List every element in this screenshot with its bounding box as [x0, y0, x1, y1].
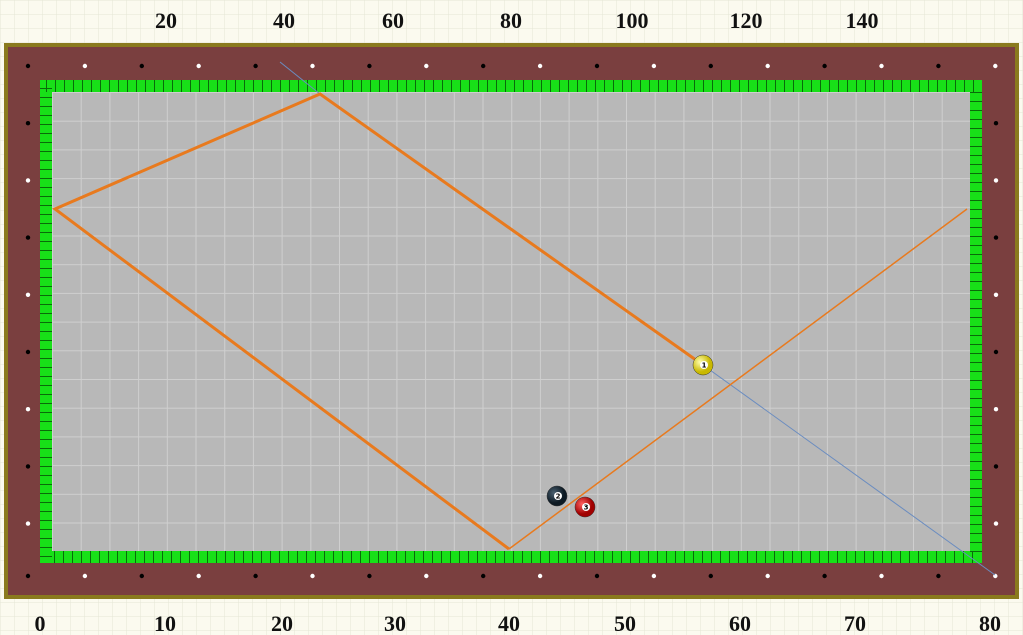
bottom-scale-label: 50: [614, 611, 636, 635]
bottom-scale-label: 60: [729, 611, 751, 635]
diamond: [765, 63, 770, 69]
diamond: [481, 63, 486, 69]
diamond: [993, 63, 998, 69]
diamonds: [25, 63, 999, 579]
diamond: [765, 573, 770, 579]
diamond: [424, 573, 429, 579]
diamond: [822, 63, 827, 69]
bottom-scale-label: 40: [498, 611, 520, 635]
diamond: [936, 573, 941, 579]
ball-path: [508, 208, 968, 550]
top-scale-label: 60: [382, 8, 404, 33]
diamond: [310, 573, 315, 579]
top-scale-label: 40: [273, 8, 295, 33]
diamond: [196, 573, 201, 579]
diamond: [993, 235, 999, 240]
aim-line: [702, 364, 996, 576]
diamond: [25, 63, 31, 69]
scale-labels: 20 40 60 80 100 120 140 0 10 20 30 40 50 60 70 80: [35, 8, 1002, 635]
diamond: [367, 63, 372, 69]
bottom-scale-label: 10: [154, 611, 176, 635]
diamond: [25, 407, 31, 412]
diamond: [993, 464, 999, 469]
ball-number: 3: [584, 504, 589, 512]
diamond: [594, 63, 600, 69]
top-scale-label: 20: [155, 8, 177, 33]
diamond: [708, 63, 713, 69]
diamond: [936, 63, 941, 69]
diamond: [594, 573, 600, 579]
diamond: [993, 521, 999, 526]
bottom-scale-label: 30: [384, 611, 406, 635]
cushion: [40, 80, 982, 563]
diamond: [537, 573, 543, 579]
felt-grid: [52, 92, 970, 551]
diamond: [708, 573, 713, 579]
ball-number: 2: [556, 493, 561, 501]
bottom-scale-label: 80: [979, 611, 1001, 635]
top-scale-label: 80: [500, 8, 522, 33]
ball-spot: [582, 503, 590, 511]
balls: 1 2 3: [546, 354, 714, 518]
ball-number: 1: [702, 362, 707, 370]
top-scale-label: 100: [616, 8, 649, 33]
diamond: [993, 121, 999, 126]
diamond: [993, 349, 999, 355]
diamond: [196, 63, 201, 69]
diamond: [253, 573, 258, 579]
diamond: [537, 63, 543, 69]
diamond: [993, 407, 999, 412]
diamond: [993, 178, 999, 183]
diamond: [651, 63, 657, 69]
bottom-scale-label: 20: [271, 611, 293, 635]
ball-spot: [554, 492, 562, 500]
diamond: [822, 573, 827, 579]
bottom-scale-label: 70: [844, 611, 866, 635]
diamond: [25, 292, 31, 297]
diamond: [25, 573, 31, 579]
diamond: [82, 63, 88, 69]
diamond: [25, 178, 31, 183]
diamond: [651, 573, 657, 579]
bottom-scale-label: 0: [35, 611, 46, 635]
diamond: [424, 63, 429, 69]
top-scale-label: 120: [730, 8, 763, 33]
diamond: [139, 63, 144, 69]
diamond: [879, 573, 884, 579]
diamond: [367, 573, 372, 579]
diamond: [25, 235, 31, 240]
diamond: [82, 573, 88, 579]
aim-line: [279, 61, 321, 95]
diamond: [253, 63, 258, 69]
diamond: [139, 573, 144, 579]
ball-spot: [700, 361, 708, 369]
diamond: [25, 121, 31, 126]
diamond: [993, 292, 999, 297]
top-scale-label: 140: [846, 8, 879, 33]
diamond: [25, 349, 31, 355]
diamond: [25, 464, 31, 469]
diamond: [481, 573, 486, 579]
diamond: [25, 521, 31, 526]
diamond: [310, 63, 315, 69]
ball-path: [52, 92, 704, 551]
diamond: [879, 63, 884, 69]
